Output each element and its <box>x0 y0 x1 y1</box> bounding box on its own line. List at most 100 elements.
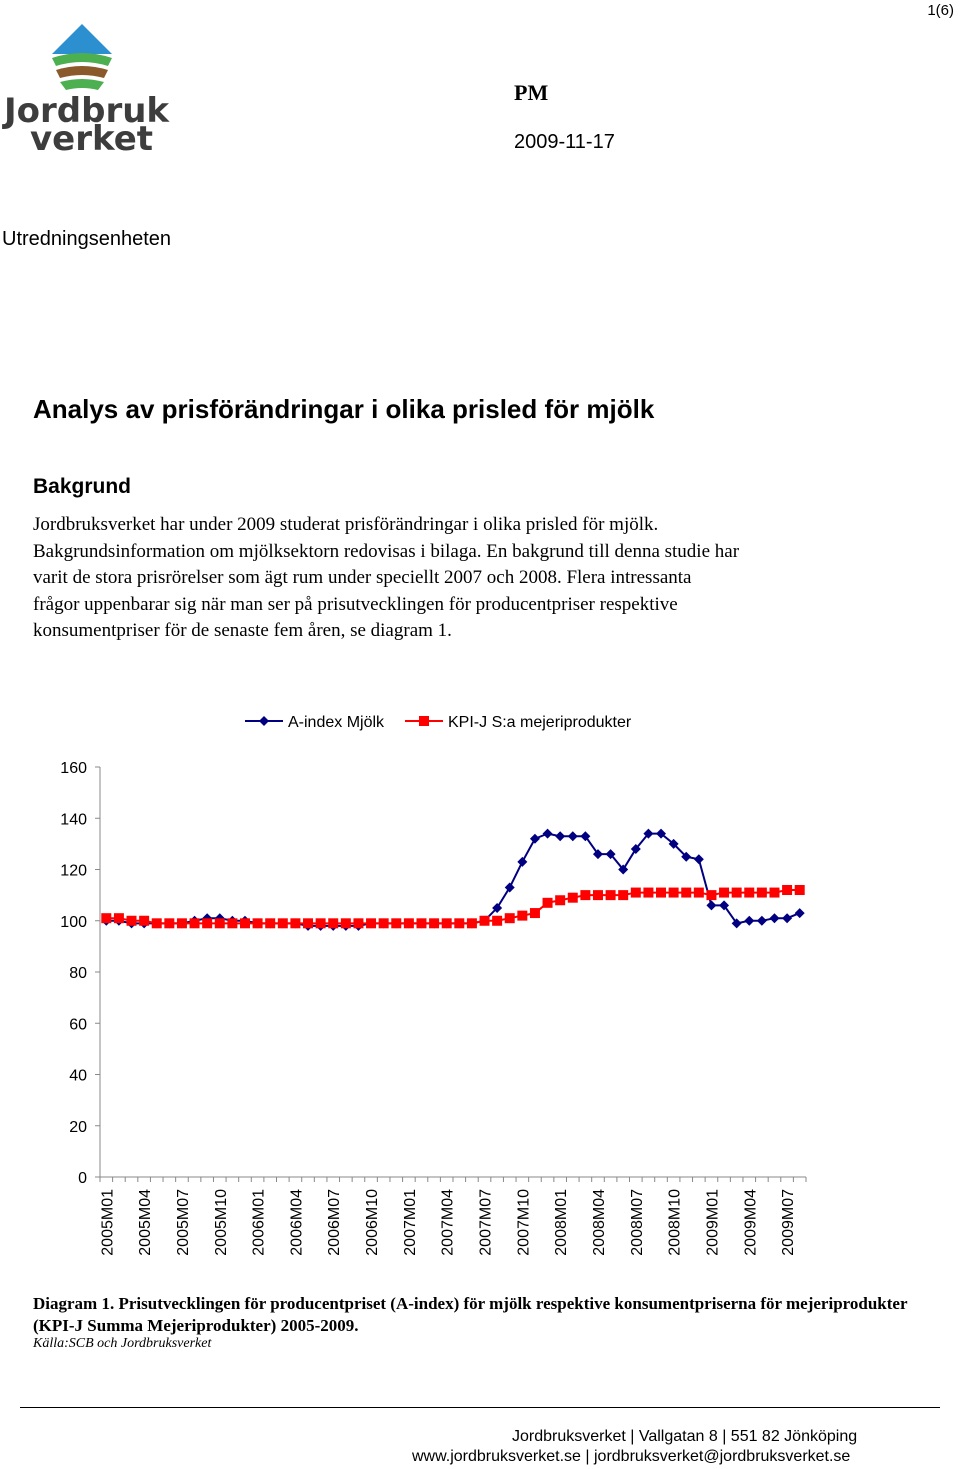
y-tick-label: 60 <box>69 1016 87 1033</box>
logo-field <box>52 53 112 66</box>
data-point <box>303 918 314 929</box>
legend-marker <box>259 716 269 726</box>
x-tick-label: 2009M07 <box>780 1189 797 1256</box>
data-point <box>719 900 730 911</box>
data-point <box>328 918 339 929</box>
data-point <box>202 918 213 929</box>
x-tick-label: 2008M04 <box>591 1189 608 1256</box>
data-point <box>580 890 591 901</box>
data-point <box>769 887 780 898</box>
footer-contact: www.jordbruksverket.se | jordbruksverket… <box>412 1448 851 1465</box>
paragraph-line: Jordbruksverket har under 2009 studerat … <box>33 514 659 535</box>
data-point <box>706 890 717 901</box>
data-point <box>403 918 414 929</box>
x-tick-label: 2006M07 <box>326 1189 343 1256</box>
data-point <box>681 887 692 898</box>
data-point <box>265 918 276 929</box>
footer-rule <box>20 1407 940 1408</box>
x-tick-label: 2009M01 <box>704 1189 721 1256</box>
data-point <box>429 918 440 929</box>
data-point <box>315 918 326 929</box>
caption-source: Källa:SCB och Jordbruksverket <box>33 1336 212 1351</box>
logo-field <box>56 66 108 78</box>
data-point <box>794 908 805 919</box>
data-point <box>416 918 427 929</box>
data-point <box>214 918 225 929</box>
data-point <box>126 915 137 926</box>
y-tick-label: 40 <box>69 1068 87 1085</box>
x-tick-label: 2007M01 <box>402 1189 419 1256</box>
section-heading: Bakgrund <box>33 475 132 498</box>
data-point <box>151 918 162 929</box>
data-point <box>290 918 301 929</box>
caption-text: Prisutvecklingen för producentpriset (A-… <box>33 1294 908 1335</box>
legend-marker <box>419 716 429 726</box>
data-point <box>227 918 238 929</box>
x-tick-label: 2008M07 <box>629 1189 646 1256</box>
data-point <box>668 887 679 898</box>
data-point <box>693 854 704 865</box>
data-point <box>391 918 402 929</box>
data-point <box>466 918 477 929</box>
data-point <box>366 918 377 929</box>
data-point <box>592 890 603 901</box>
legend-label: KPI-J S:a mejeriprodukter <box>448 714 632 731</box>
data-point <box>756 915 767 926</box>
data-point <box>580 831 591 842</box>
paragraph: Jordbruksverket har under 2009 studerat … <box>33 512 739 645</box>
data-point <box>643 828 654 839</box>
data-point <box>542 897 553 908</box>
data-point <box>252 918 263 929</box>
data-point <box>656 887 667 898</box>
data-point <box>101 913 112 924</box>
data-point <box>164 918 175 929</box>
data-point <box>731 918 742 929</box>
logo: Jordbruks verket <box>2 24 170 158</box>
memo-type: PM <box>514 80 549 105</box>
logo-mountain <box>52 24 112 54</box>
data-point <box>441 918 452 929</box>
data-point <box>504 913 515 924</box>
y-tick-label: 160 <box>60 760 87 777</box>
data-point <box>605 849 616 860</box>
y-tick-label: 20 <box>69 1119 87 1136</box>
data-point <box>656 828 667 839</box>
x-tick-label: 2008M10 <box>667 1189 684 1256</box>
x-tick-label: 2005M04 <box>137 1189 154 1256</box>
data-point <box>567 892 578 903</box>
data-point <box>618 890 629 901</box>
x-tick-label: 2006M04 <box>288 1189 305 1256</box>
x-tick-label: 2007M07 <box>478 1189 495 1256</box>
x-tick-label: 2005M10 <box>213 1189 230 1256</box>
data-point <box>555 895 566 906</box>
caption: Diagram 1. Prisutvecklingen för producen… <box>33 1293 913 1337</box>
data-point <box>706 900 717 911</box>
data-point <box>567 831 578 842</box>
x-tick-label: 2008M01 <box>553 1189 570 1256</box>
data-point <box>479 915 490 926</box>
data-point <box>517 910 528 921</box>
y-tick-label: 80 <box>69 965 87 982</box>
data-point <box>239 918 250 929</box>
data-point <box>555 831 566 842</box>
unit: Utredningsenheten <box>2 228 172 250</box>
data-point <box>340 918 351 929</box>
data-point <box>592 849 603 860</box>
x-tick-label: 2005M01 <box>99 1189 116 1256</box>
data-point <box>542 828 553 839</box>
data-point <box>529 908 540 919</box>
paragraph-line: Bakgrundsinformation om mjölksektorn red… <box>33 540 740 562</box>
paragraph-line: varit de stora prisrörelser som ägt rum … <box>33 567 692 588</box>
data-point <box>113 913 124 924</box>
data-point <box>681 851 692 862</box>
data-point <box>353 918 364 929</box>
x-tick-label: 2009M04 <box>742 1189 759 1256</box>
data-point <box>139 915 150 926</box>
data-point <box>517 856 528 867</box>
data-point <box>618 864 629 875</box>
paragraph-line: frågor uppenbarar sig när man ser på pri… <box>33 593 678 615</box>
y-tick-label: 120 <box>60 863 87 880</box>
document-title: Analys av prisförändringar i olika prisl… <box>33 394 655 424</box>
data-point <box>769 913 780 924</box>
